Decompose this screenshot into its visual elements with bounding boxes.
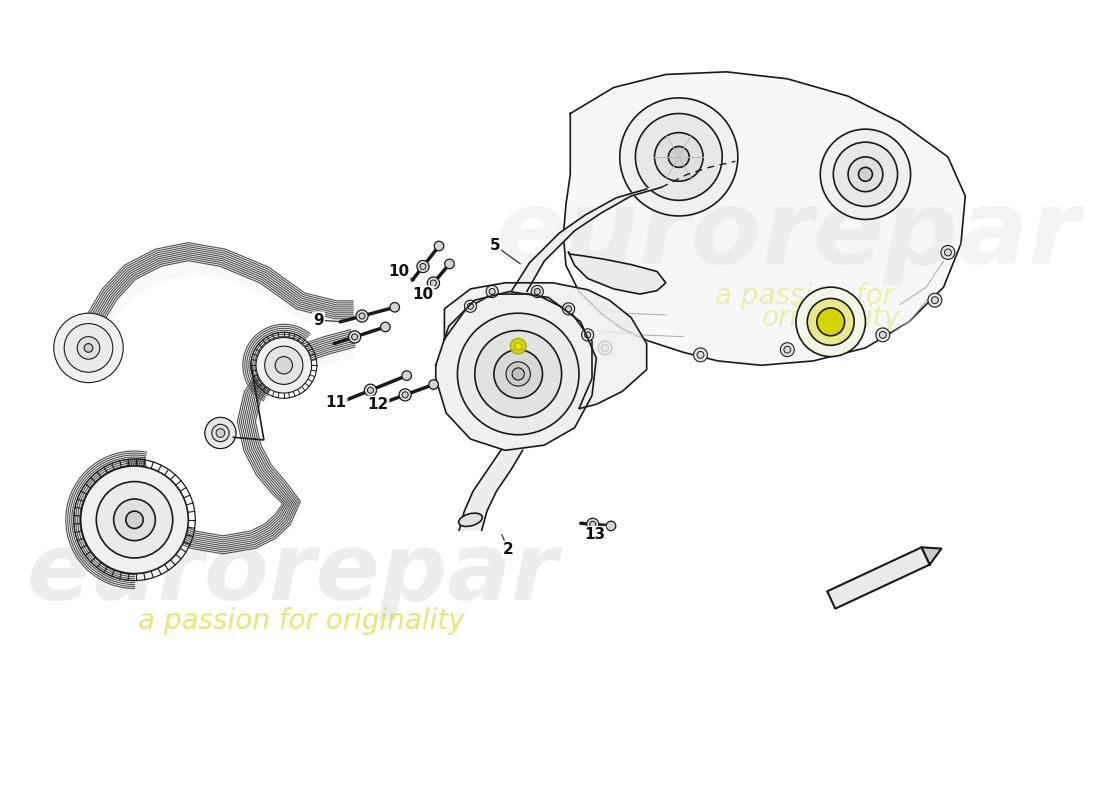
Circle shape xyxy=(697,351,704,358)
Circle shape xyxy=(434,242,443,250)
Circle shape xyxy=(468,303,473,310)
Circle shape xyxy=(97,482,173,558)
Polygon shape xyxy=(569,253,666,294)
Text: 5: 5 xyxy=(490,238,500,253)
Circle shape xyxy=(817,308,845,336)
Polygon shape xyxy=(512,187,661,291)
Circle shape xyxy=(464,300,476,312)
Circle shape xyxy=(780,342,794,357)
Polygon shape xyxy=(134,339,353,551)
Polygon shape xyxy=(827,547,930,609)
Ellipse shape xyxy=(459,513,482,526)
Circle shape xyxy=(940,246,955,259)
Circle shape xyxy=(586,518,598,530)
Circle shape xyxy=(265,346,302,384)
Circle shape xyxy=(565,306,572,312)
Circle shape xyxy=(510,338,526,354)
Circle shape xyxy=(821,129,911,219)
Circle shape xyxy=(352,334,358,340)
Circle shape xyxy=(417,261,429,273)
Circle shape xyxy=(535,289,540,294)
Circle shape xyxy=(430,280,437,286)
Circle shape xyxy=(420,263,426,270)
Circle shape xyxy=(879,331,887,338)
Circle shape xyxy=(429,380,438,390)
Circle shape xyxy=(515,342,521,350)
Circle shape xyxy=(584,332,591,338)
Text: originality: originality xyxy=(761,303,900,331)
Circle shape xyxy=(403,392,408,398)
Circle shape xyxy=(212,424,229,442)
Circle shape xyxy=(606,521,616,530)
Text: 9: 9 xyxy=(314,313,323,328)
Polygon shape xyxy=(436,291,596,450)
Circle shape xyxy=(381,322,390,332)
Circle shape xyxy=(275,357,293,374)
Circle shape xyxy=(796,287,866,357)
Circle shape xyxy=(367,387,374,394)
Text: 2: 2 xyxy=(503,542,514,557)
Circle shape xyxy=(364,384,376,396)
Circle shape xyxy=(694,348,707,362)
Circle shape xyxy=(444,259,454,269)
Polygon shape xyxy=(563,72,966,366)
Text: 10: 10 xyxy=(388,264,409,279)
Circle shape xyxy=(427,277,440,289)
Circle shape xyxy=(928,294,942,307)
Circle shape xyxy=(256,338,311,393)
Polygon shape xyxy=(444,283,647,409)
Text: eurorepar: eurorepar xyxy=(26,528,559,620)
Circle shape xyxy=(205,418,236,449)
Circle shape xyxy=(506,362,530,386)
Circle shape xyxy=(359,313,365,319)
Circle shape xyxy=(784,346,791,353)
Circle shape xyxy=(876,328,890,342)
Circle shape xyxy=(64,324,113,372)
Circle shape xyxy=(654,133,703,182)
Polygon shape xyxy=(88,250,353,355)
Circle shape xyxy=(848,157,883,192)
Circle shape xyxy=(598,341,612,355)
Text: eurorepar: eurorepar xyxy=(494,185,1080,286)
Circle shape xyxy=(590,522,596,527)
Circle shape xyxy=(834,142,898,206)
Circle shape xyxy=(77,337,100,359)
Circle shape xyxy=(582,329,594,341)
Circle shape xyxy=(349,331,361,343)
Circle shape xyxy=(602,345,608,351)
Circle shape xyxy=(619,98,738,216)
Circle shape xyxy=(807,298,855,346)
Circle shape xyxy=(113,499,155,541)
Circle shape xyxy=(216,429,224,438)
Circle shape xyxy=(669,146,690,167)
Circle shape xyxy=(562,302,574,315)
Text: 10: 10 xyxy=(412,286,433,302)
Circle shape xyxy=(402,371,411,380)
Circle shape xyxy=(490,289,495,294)
Circle shape xyxy=(399,389,411,401)
Circle shape xyxy=(84,343,92,352)
Text: a passion for originality: a passion for originality xyxy=(138,607,464,635)
Circle shape xyxy=(513,368,525,380)
Text: 13: 13 xyxy=(584,527,605,542)
Circle shape xyxy=(531,286,543,298)
Circle shape xyxy=(390,302,399,312)
Text: 11: 11 xyxy=(326,395,346,410)
Circle shape xyxy=(486,286,498,298)
Circle shape xyxy=(356,310,369,322)
Circle shape xyxy=(80,466,188,574)
Polygon shape xyxy=(459,450,522,530)
Circle shape xyxy=(458,313,579,434)
Circle shape xyxy=(636,114,723,200)
Polygon shape xyxy=(922,547,942,565)
Circle shape xyxy=(54,313,123,382)
Circle shape xyxy=(858,167,872,182)
Circle shape xyxy=(932,297,938,304)
Circle shape xyxy=(125,511,143,529)
Text: a passion for: a passion for xyxy=(715,282,894,310)
Circle shape xyxy=(945,249,952,256)
Circle shape xyxy=(475,330,562,418)
Text: 12: 12 xyxy=(367,397,388,412)
Circle shape xyxy=(494,350,542,398)
